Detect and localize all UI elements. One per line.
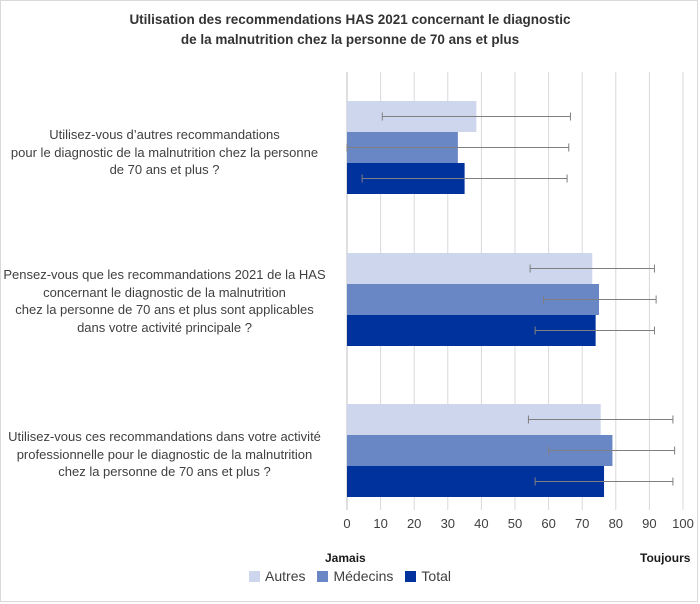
x-min-label: Jamais — [325, 551, 366, 565]
x-tick-label-100: 100 — [672, 516, 694, 531]
category-label-1-line-1: Utilisez-vous d’autres recommandations — [49, 127, 280, 142]
x-tick-label-40: 40 — [474, 516, 488, 531]
category-label-3-line-1: Utilisez-vous ces recommandations dans v… — [8, 429, 321, 444]
category-label-3-line-2: professionnelle pour le diagnostic de la… — [16, 446, 313, 462]
x-tick-label-80: 80 — [609, 516, 623, 531]
legend-swatch-autres — [249, 570, 261, 582]
category-label-1-line-3: de 70 ans et plus ? — [109, 162, 220, 177]
legend-label-total: Total — [421, 568, 451, 584]
category-label-2: Pensez-vous que les recommandations 2021… — [2, 266, 327, 336]
category-label-3: Utilisez-vous ces recommandations dans v… — [2, 428, 327, 481]
legend-item-autres: Autres — [249, 568, 305, 584]
category-label-2-line-1: Pensez-vous que les recommandations 2021… — [3, 267, 326, 282]
legend-label-medecins: Médecins — [333, 568, 394, 584]
category-label-2-line-3: chez la personne de 70 ans et plus sont … — [15, 302, 314, 317]
chart-title: Utilisation des recommendations HAS 2021… — [0, 10, 700, 50]
legend-item-total: Total — [405, 568, 451, 584]
chart-title-line-1: Utilisation des recommendations HAS 2021… — [129, 12, 571, 27]
legend: Autres Médecins Total — [0, 568, 700, 584]
x-tick-label-60: 60 — [541, 516, 555, 531]
category-label-1-line-2: pour le diagnostic de la malnutrition ch… — [10, 144, 319, 160]
legend-swatch-total — [405, 570, 417, 582]
category-label-2-line-4: dans votre activité principale ? — [77, 319, 252, 335]
x-tick-label-50: 50 — [508, 516, 522, 531]
legend-swatch-medecins — [317, 570, 329, 582]
category-label-3-line-3: chez la personne de 70 ans et plus ? — [58, 464, 271, 479]
x-max-label: Toujours — [640, 551, 691, 565]
legend-item-medecins: Médecins — [317, 568, 393, 584]
x-tick-label-10: 10 — [373, 516, 387, 531]
category-label-1: Utilisez-vous d’autres recommandations p… — [2, 126, 327, 179]
x-tick-label-0: 0 — [343, 516, 350, 531]
x-tick-label-90: 90 — [642, 516, 656, 531]
x-tick-label-70: 70 — [575, 516, 589, 531]
category-label-2-line-2: concernant le diagnostic de la malnutrit… — [43, 284, 286, 300]
x-tick-label-30: 30 — [441, 516, 455, 531]
chart-title-line-2: de la malnutrition chez la personne de 7… — [180, 32, 520, 47]
x-tick-label-20: 20 — [407, 516, 421, 531]
legend-label-autres: Autres — [265, 568, 306, 584]
